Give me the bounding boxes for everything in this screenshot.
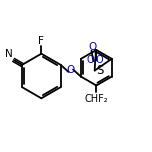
Text: O: O bbox=[95, 55, 103, 65]
Text: S: S bbox=[96, 64, 103, 77]
Text: O: O bbox=[87, 55, 94, 65]
Text: CHF₂: CHF₂ bbox=[85, 94, 108, 104]
Text: O: O bbox=[67, 65, 75, 75]
Text: N: N bbox=[5, 49, 13, 59]
Text: O: O bbox=[89, 42, 97, 52]
Text: F: F bbox=[38, 36, 44, 46]
